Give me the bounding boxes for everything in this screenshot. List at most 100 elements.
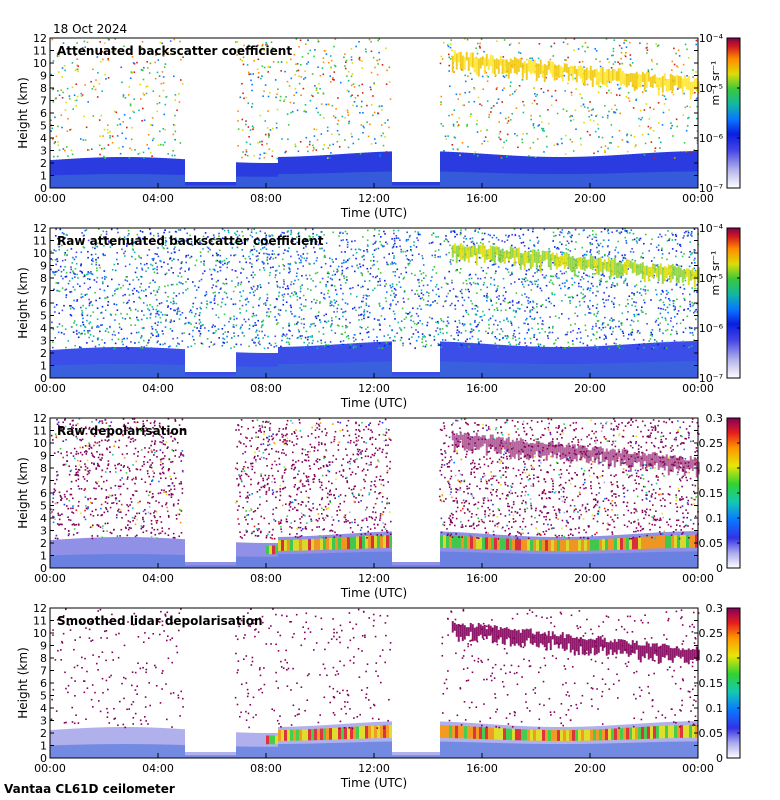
x-tick-label: 00:00 bbox=[682, 192, 714, 205]
colorbar-unit-label: m⁻¹ sr⁻¹ bbox=[709, 251, 722, 296]
x-tick-label: 20:00 bbox=[574, 572, 606, 585]
x-tick-label: 00:00 bbox=[34, 192, 66, 205]
colorbar-tick-label: 0.15 bbox=[699, 677, 724, 690]
heatmap-field bbox=[50, 608, 700, 758]
x-tick-label: 04:00 bbox=[142, 382, 174, 395]
y-tick-label: 11 bbox=[33, 425, 47, 438]
y-tick-label: 6 bbox=[40, 677, 47, 690]
y-tick-label: 10 bbox=[33, 247, 47, 260]
y-tick-label: 3 bbox=[40, 525, 47, 538]
y-tick-label: 8 bbox=[40, 82, 47, 95]
y-tick-label: 10 bbox=[33, 57, 47, 70]
y-tick-label: 9 bbox=[40, 70, 47, 83]
y-tick-label: 5 bbox=[40, 500, 47, 513]
y-tick-label: 1 bbox=[40, 170, 47, 183]
colorbar-tick-label: 0.3 bbox=[706, 412, 724, 425]
y-tick-label: 6 bbox=[40, 297, 47, 310]
x-tick-label: 00:00 bbox=[682, 382, 714, 395]
panel-raw-attenuated-backscatter: Raw attenuated backscatter coefficient01… bbox=[16, 222, 741, 410]
panel-smoothed-lidar-depolarisation: Smoothed lidar depolarisation01234567891… bbox=[16, 602, 741, 790]
colorbar bbox=[726, 37, 741, 189]
panel-title: Raw attenuated backscatter coefficient bbox=[57, 234, 324, 248]
y-tick-label: 4 bbox=[40, 322, 47, 335]
y-tick-label: 0 bbox=[40, 752, 47, 765]
y-tick-label: 8 bbox=[40, 272, 47, 285]
y-tick-label: 12 bbox=[33, 32, 47, 45]
y-tick-label: 7 bbox=[40, 285, 47, 298]
y-tick-label: 0 bbox=[40, 372, 47, 385]
colorbar-tick-label: 0.05 bbox=[699, 537, 724, 550]
footer-label: Vantaa CL61D ceilometer bbox=[4, 782, 175, 796]
y-tick-label: 5 bbox=[40, 310, 47, 323]
x-tick-label: 20:00 bbox=[574, 762, 606, 775]
y-tick-label: 3 bbox=[40, 335, 47, 348]
colorbar-tick-label: 10⁻⁷ bbox=[699, 182, 723, 195]
y-axis-label: Height (km) bbox=[16, 77, 30, 148]
x-axis-label: Time (UTC) bbox=[340, 396, 407, 410]
colorbar-tick-label: 0.2 bbox=[706, 652, 724, 665]
colorbar-unit-label: m⁻¹ sr⁻¹ bbox=[709, 61, 722, 106]
y-tick-label: 11 bbox=[33, 45, 47, 58]
y-tick-label: 7 bbox=[40, 665, 47, 678]
colorbar-tick-label: 0.3 bbox=[706, 602, 724, 615]
x-tick-label: 08:00 bbox=[250, 192, 282, 205]
y-tick-label: 11 bbox=[33, 615, 47, 628]
y-tick-label: 7 bbox=[40, 95, 47, 108]
y-tick-label: 12 bbox=[33, 602, 47, 615]
y-tick-label: 4 bbox=[40, 512, 47, 525]
x-tick-label: 04:00 bbox=[142, 572, 174, 585]
y-tick-label: 2 bbox=[40, 727, 47, 740]
colorbar-tick-label: 10⁻⁵ bbox=[699, 272, 723, 285]
colorbar-tick-label: 0.1 bbox=[706, 702, 724, 715]
y-tick-label: 1 bbox=[40, 360, 47, 373]
y-tick-label: 10 bbox=[33, 627, 47, 640]
y-tick-label: 5 bbox=[40, 690, 47, 703]
x-tick-label: 12:00 bbox=[358, 382, 390, 395]
y-tick-label: 0 bbox=[40, 182, 47, 195]
y-tick-label: 4 bbox=[40, 132, 47, 145]
y-axis-label: Height (km) bbox=[16, 457, 30, 528]
colorbar-tick-label: 0.1 bbox=[706, 512, 724, 525]
x-tick-label: 08:00 bbox=[250, 572, 282, 585]
y-tick-label: 7 bbox=[40, 475, 47, 488]
x-tick-label: 12:00 bbox=[358, 762, 390, 775]
y-tick-label: 1 bbox=[40, 550, 47, 563]
colorbar-tick-label: 10⁻⁵ bbox=[699, 82, 723, 95]
y-tick-label: 10 bbox=[33, 437, 47, 450]
x-tick-label: 12:00 bbox=[358, 572, 390, 585]
colorbar-tick-label: 0.2 bbox=[706, 462, 724, 475]
y-tick-label: 9 bbox=[40, 450, 47, 463]
y-tick-label: 5 bbox=[40, 120, 47, 133]
x-tick-label: 04:00 bbox=[142, 762, 174, 775]
y-tick-label: 9 bbox=[40, 640, 47, 653]
colorbar-tick-label: 0.05 bbox=[699, 727, 724, 740]
colorbar-tick-label: 10⁻⁶ bbox=[699, 132, 724, 145]
x-axis-label: Time (UTC) bbox=[340, 586, 407, 600]
y-tick-label: 11 bbox=[33, 235, 47, 248]
panel-title: Raw depolarisation bbox=[57, 424, 187, 438]
x-tick-label: 16:00 bbox=[466, 762, 498, 775]
colorbar-tick-label: 10⁻⁴ bbox=[699, 32, 724, 45]
x-tick-label: 12:00 bbox=[358, 192, 390, 205]
y-tick-label: 1 bbox=[40, 740, 47, 753]
colorbar bbox=[726, 227, 741, 379]
y-tick-label: 12 bbox=[33, 412, 47, 425]
date-label: 18 Oct 2024 bbox=[53, 22, 127, 36]
x-tick-label: 20:00 bbox=[574, 192, 606, 205]
colorbar-tick-label: 10⁻⁷ bbox=[699, 372, 723, 385]
y-tick-label: 8 bbox=[40, 652, 47, 665]
y-tick-label: 2 bbox=[40, 537, 47, 550]
x-tick-label: 00:00 bbox=[34, 382, 66, 395]
y-tick-label: 12 bbox=[33, 222, 47, 235]
x-axis-label: Time (UTC) bbox=[340, 206, 407, 220]
x-tick-label: 16:00 bbox=[466, 192, 498, 205]
colorbar-tick-label: 10⁻⁴ bbox=[699, 222, 724, 235]
y-axis-label: Height (km) bbox=[16, 647, 30, 718]
y-tick-label: 6 bbox=[40, 107, 47, 120]
y-tick-label: 3 bbox=[40, 145, 47, 158]
y-tick-label: 8 bbox=[40, 462, 47, 475]
colorbar-tick-label: 0.25 bbox=[699, 437, 724, 450]
x-tick-label: 04:00 bbox=[142, 192, 174, 205]
heatmap-field bbox=[50, 228, 700, 378]
